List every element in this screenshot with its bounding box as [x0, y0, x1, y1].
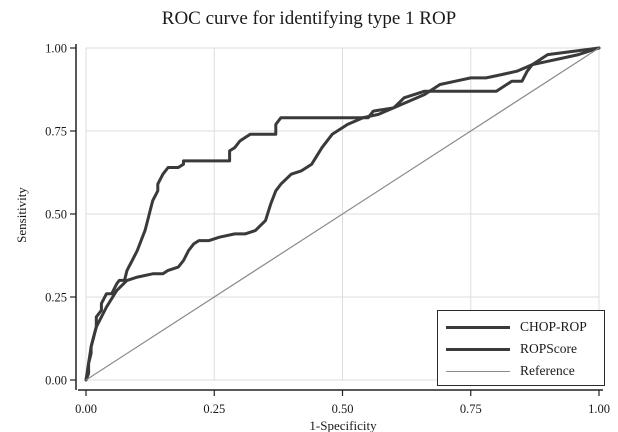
y-axis-label: Sensitivity: [14, 187, 29, 243]
x-tick-label: 0.50: [332, 402, 354, 416]
legend-item-reference: Reference: [446, 361, 575, 381]
series-lines: [84, 46, 601, 382]
x-tick-label: 0.25: [203, 402, 225, 416]
y-tick-label: 0.50: [45, 208, 67, 222]
ropscore-line: [84, 46, 601, 382]
chop-rop-line: [84, 46, 601, 382]
chart-legend: CHOP-ROP ROPScore Reference: [437, 310, 605, 386]
legend-label-chop-rop: CHOP-ROP: [520, 319, 587, 334]
legend-label-ropscore: ROPScore: [520, 341, 577, 356]
chart-title: ROC curve for identifying type 1 ROP: [161, 8, 457, 29]
legend-swatch-ropscore: [446, 347, 510, 351]
legend-label-reference: Reference: [520, 363, 575, 378]
legend-swatch-chop-rop: [446, 325, 510, 329]
axis-ticks: 0.00 0.25 0.50 0.75 1.00 0.00 0.25 0.50 0.75 1.00: [45, 42, 610, 417]
x-tick-label: 0.00: [75, 402, 97, 416]
x-axis-label: 1-Specificity: [309, 418, 377, 432]
y-tick-label: 1.00: [45, 42, 67, 56]
y-tick-label: 0.75: [45, 125, 67, 139]
legend-item-ropscore: ROPScore: [446, 339, 577, 359]
x-tick-label: 0.75: [460, 402, 482, 416]
reference-line: [85, 47, 600, 381]
legend-item-chop-rop: CHOP-ROP: [446, 317, 587, 337]
legend-swatch-reference: [446, 370, 510, 372]
x-tick-label: 1.00: [588, 402, 610, 416]
y-tick-label: 0.00: [45, 374, 67, 388]
y-tick-label: 0.25: [45, 291, 67, 305]
